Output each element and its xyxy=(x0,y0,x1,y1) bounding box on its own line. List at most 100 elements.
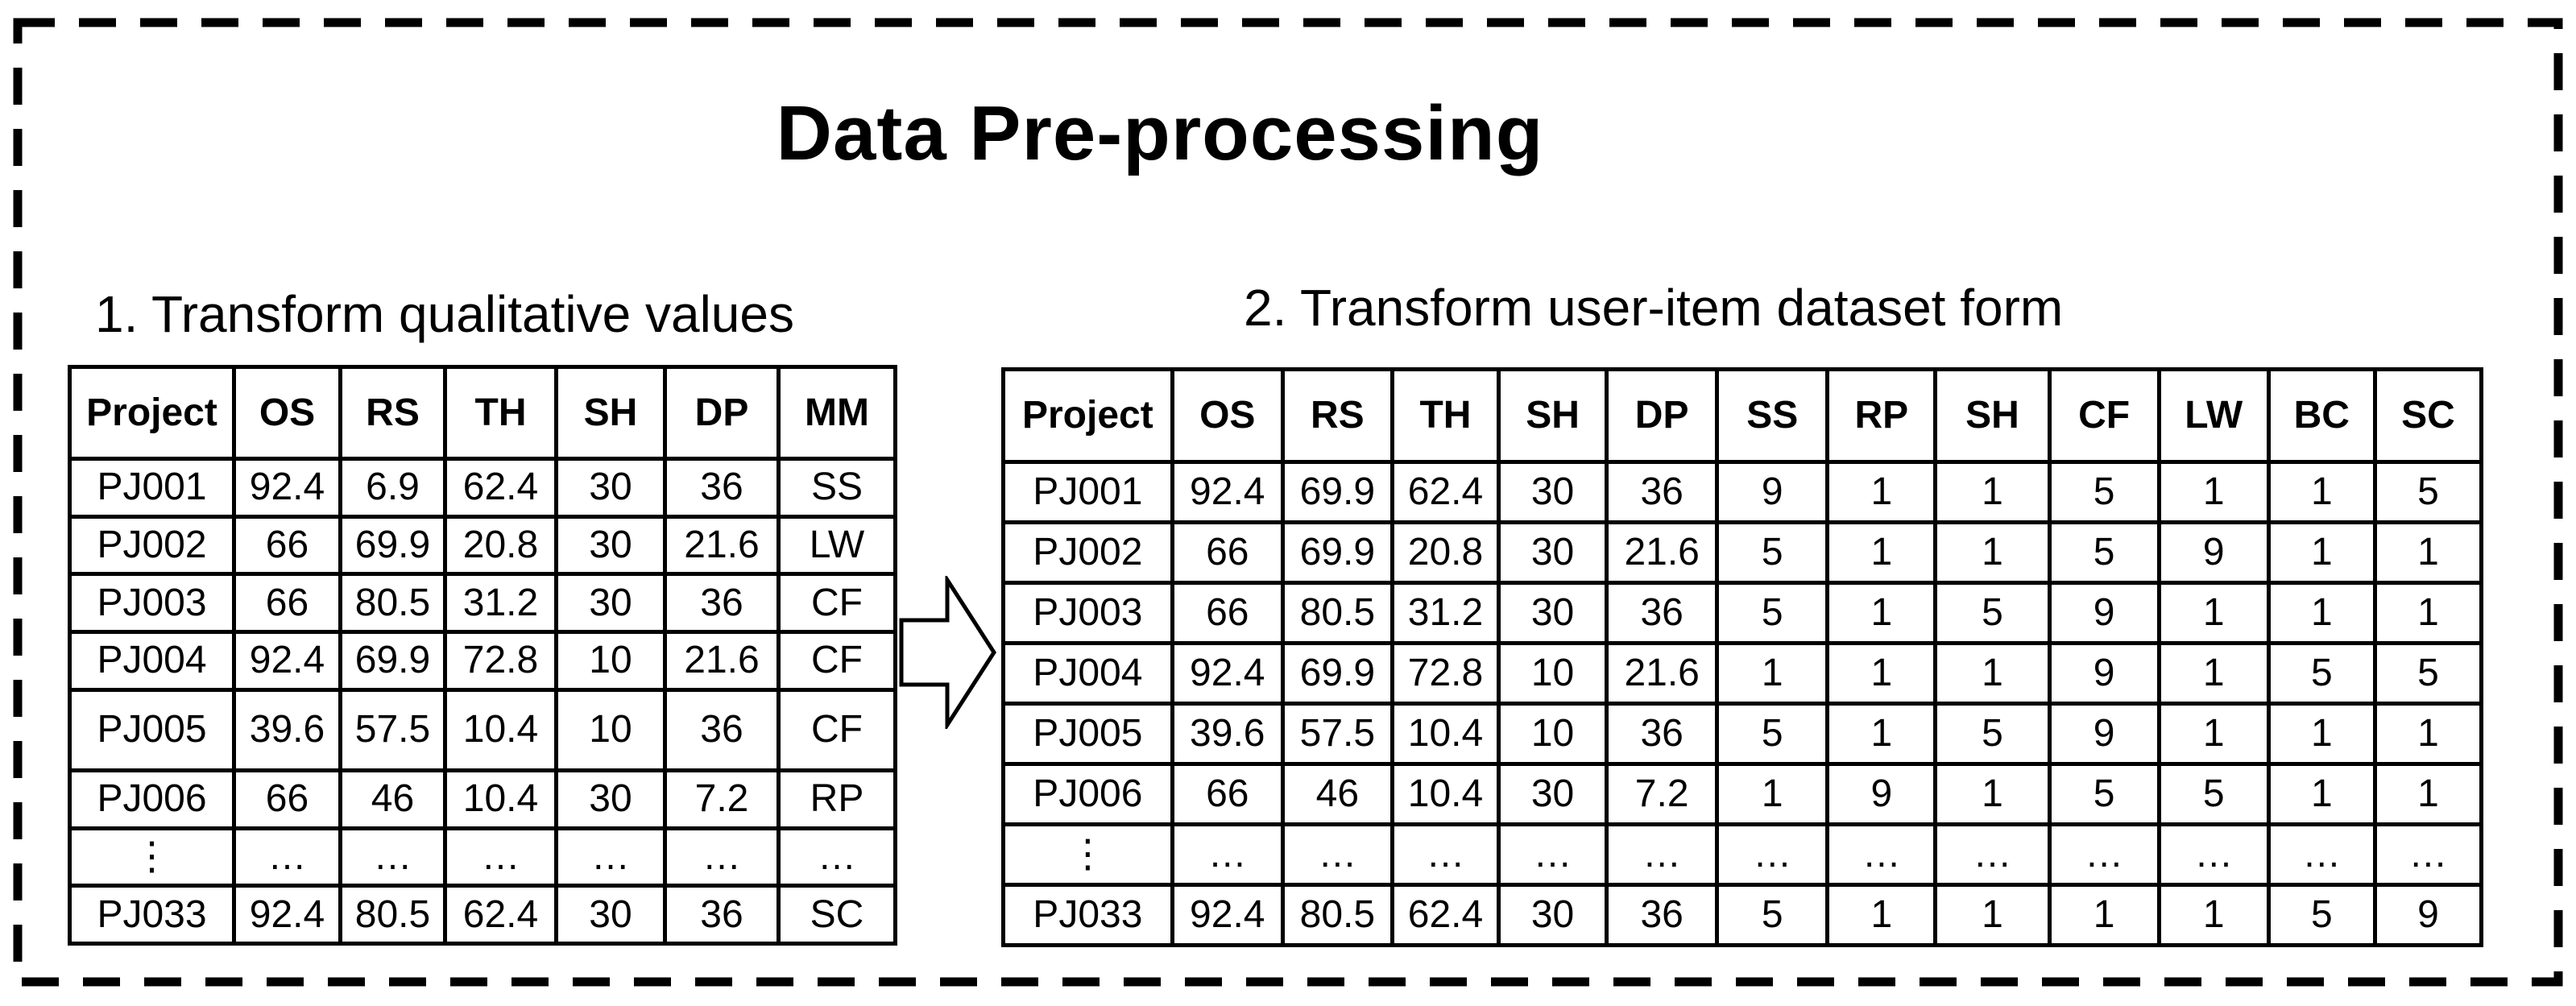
value-cell: CF xyxy=(777,572,897,635)
value-cell: 92.4 xyxy=(232,630,342,692)
diagram-title: Data Pre-processing xyxy=(776,90,1544,176)
value-cell: 39.6 xyxy=(1170,702,1285,766)
column-header: DP xyxy=(663,365,781,461)
value-cell: 1 xyxy=(1825,702,1938,766)
project-cell: PJ003 xyxy=(1001,581,1174,645)
value-cell: 80.5 xyxy=(338,884,447,946)
value-cell: 66 xyxy=(1170,762,1285,826)
value-cell: 30 xyxy=(1496,581,1609,645)
value-cell: 6.9 xyxy=(338,457,447,519)
value-cell: 62.4 xyxy=(443,457,558,519)
table-row: ⋮……………… xyxy=(68,826,897,888)
value-cell: 10 xyxy=(1496,702,1609,766)
value-cell: 69.9 xyxy=(338,514,447,577)
value-cell: 10 xyxy=(554,687,667,772)
value-cell: 1 xyxy=(1825,520,1938,585)
value-cell: … xyxy=(2266,822,2377,887)
value-cell: 5 xyxy=(1715,702,1830,766)
value-cell: 30 xyxy=(554,514,667,577)
value-cell: RP xyxy=(777,768,897,830)
value-cell: 5 xyxy=(2047,520,2161,585)
value-cell: 20.8 xyxy=(1389,520,1501,585)
table-row: PJ005 39.6 57.5 10.4 10 36 5 1 5 9 1 1 1 xyxy=(1001,702,2484,766)
value-cell: 39.6 xyxy=(232,687,342,772)
value-cell: 30 xyxy=(1496,762,1609,826)
value-cell: 1 xyxy=(1825,641,1938,706)
table-row: PJ002 66 69.9 20.8 30 21.6 LW xyxy=(68,514,897,577)
value-cell: … xyxy=(1170,822,1285,887)
value-cell: 9 xyxy=(1715,460,1830,524)
value-cell: 36 xyxy=(663,572,781,635)
value-cell: 5 xyxy=(2156,762,2271,826)
value-cell: 9 xyxy=(1825,762,1938,826)
value-cell: … xyxy=(1605,822,1720,887)
table-header-row: Project OS RS TH SH DP SS RP SH CF LW BC SC xyxy=(1001,367,2484,464)
value-cell: 9 xyxy=(2047,702,2161,766)
column-header: LW xyxy=(2156,367,2271,464)
value-cell: … xyxy=(1715,822,1830,887)
table-row: PJ033 92.4 80.5 62.4 30 36 5 1 1 1 1 5 9 xyxy=(1001,883,2484,947)
value-cell: SC xyxy=(777,884,897,946)
value-cell: 1 xyxy=(1825,581,1938,645)
project-cell: PJ004 xyxy=(1001,641,1174,706)
value-cell: 1 xyxy=(1715,762,1830,826)
value-cell: 21.6 xyxy=(1605,641,1720,706)
left-section-heading: 1. Transform qualitative values xyxy=(95,285,794,343)
value-cell: 5 xyxy=(2266,641,2377,706)
project-cell: PJ003 xyxy=(68,572,236,635)
column-header: RS xyxy=(338,365,447,461)
value-cell: 1 xyxy=(2266,762,2377,826)
value-cell: 10.4 xyxy=(443,768,558,830)
value-cell: 1 xyxy=(2156,702,2271,766)
value-cell: 1 xyxy=(2156,883,2271,947)
value-cell: CF xyxy=(777,687,897,772)
value-cell: 80.5 xyxy=(338,572,447,635)
table-row: PJ006 66 46 10.4 30 7.2 1 9 1 5 5 1 1 xyxy=(1001,762,2484,826)
value-cell: 57.5 xyxy=(1280,702,1394,766)
value-cell: … xyxy=(232,826,342,888)
value-cell: 1 xyxy=(1933,520,2052,585)
project-cell: PJ001 xyxy=(1001,460,1174,524)
value-cell: 69.9 xyxy=(1280,520,1394,585)
value-cell: 69.9 xyxy=(1280,460,1394,524)
value-cell: 36 xyxy=(1605,702,1720,766)
value-cell: 5 xyxy=(1715,520,1830,585)
value-cell: 62.4 xyxy=(1389,883,1501,947)
value-cell: 92.4 xyxy=(232,884,342,946)
project-cell: PJ006 xyxy=(68,768,236,830)
column-header: Project xyxy=(68,365,236,461)
column-header: RS xyxy=(1280,367,1394,464)
value-cell: … xyxy=(1389,822,1501,887)
right-section-heading: 2. Transform user-item dataset form xyxy=(1244,279,2064,337)
value-cell: 10.4 xyxy=(443,687,558,772)
table-row: PJ033 92.4 80.5 62.4 30 36 SC xyxy=(68,884,897,946)
value-cell: 46 xyxy=(1280,762,1394,826)
value-cell: 36 xyxy=(663,457,781,519)
value-cell: … xyxy=(777,826,897,888)
value-cell: 66 xyxy=(232,768,342,830)
value-cell: 66 xyxy=(1170,581,1285,645)
value-cell: 9 xyxy=(2372,883,2484,947)
project-cell: PJ004 xyxy=(68,630,236,692)
value-cell: 5 xyxy=(1715,581,1830,645)
value-cell: 69.9 xyxy=(1280,641,1394,706)
column-header: OS xyxy=(1170,367,1285,464)
value-cell: 21.6 xyxy=(663,514,781,577)
value-cell: 5 xyxy=(2047,460,2161,524)
table-row: PJ001 92.4 69.9 62.4 30 36 9 1 1 5 1 1 5 xyxy=(1001,460,2484,524)
value-cell: 1 xyxy=(2156,581,2271,645)
value-cell: 1 xyxy=(2372,762,2484,826)
table-row: PJ002 66 69.9 20.8 30 21.6 5 1 1 5 9 1 1 xyxy=(1001,520,2484,585)
value-cell: 20.8 xyxy=(443,514,558,577)
project-cell: PJ001 xyxy=(68,457,236,519)
value-cell: CF xyxy=(777,630,897,692)
value-cell: 9 xyxy=(2047,581,2161,645)
value-cell: SS xyxy=(777,457,897,519)
value-cell: … xyxy=(2372,822,2484,887)
column-header: TH xyxy=(443,365,558,461)
column-header: MM xyxy=(777,365,897,461)
value-cell: … xyxy=(338,826,447,888)
value-cell: 36 xyxy=(663,687,781,772)
value-cell: 5 xyxy=(2266,883,2377,947)
